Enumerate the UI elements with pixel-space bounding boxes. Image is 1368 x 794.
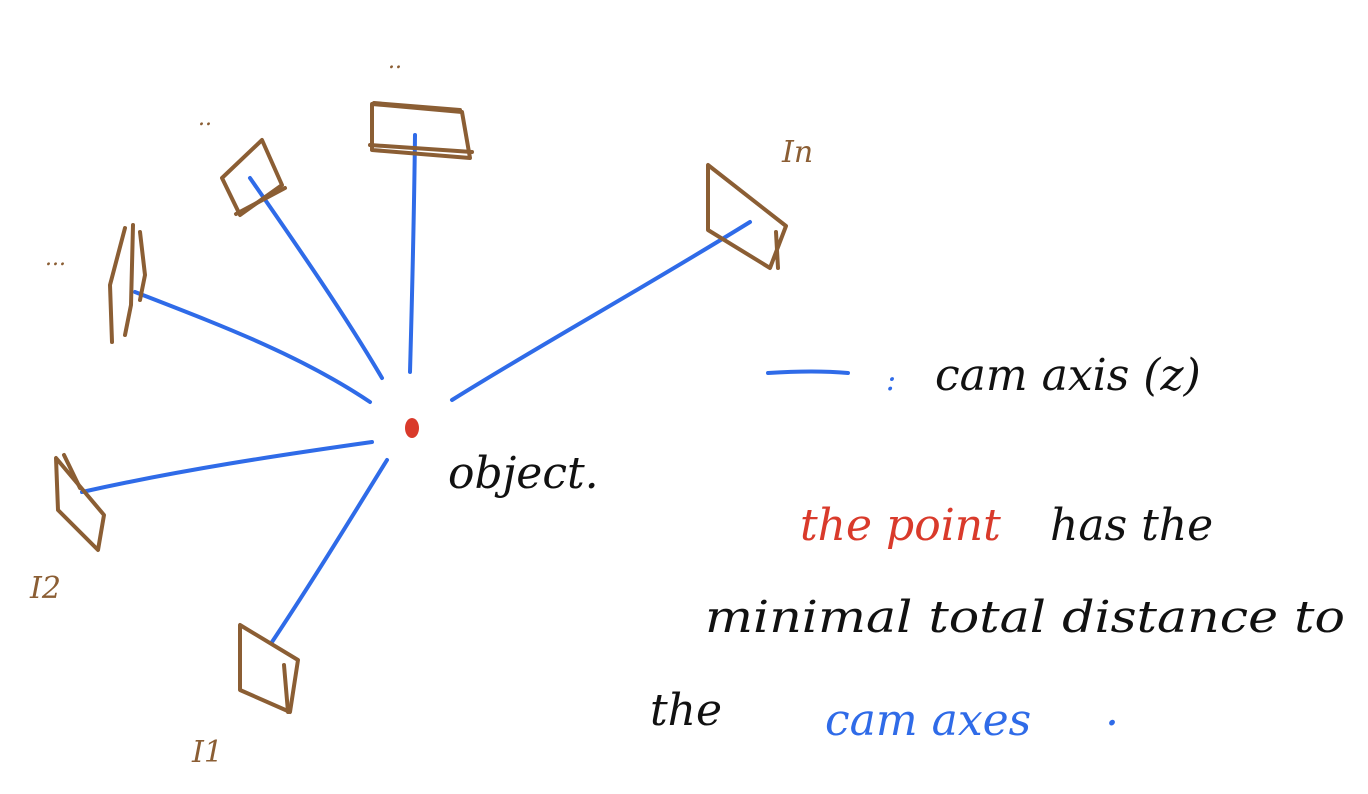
cameras bbox=[54, 101, 788, 714]
object-point bbox=[405, 418, 419, 438]
camera-upper-left bbox=[220, 138, 287, 217]
legend: : cam axis (z) bbox=[766, 350, 1201, 401]
camera-left-label: ... bbox=[45, 246, 66, 271]
axis-line-left bbox=[133, 290, 372, 404]
axis-line-upper-left bbox=[248, 176, 384, 380]
caption-line3-start: the bbox=[650, 685, 722, 736]
caption-line1-red: the point bbox=[800, 500, 1001, 551]
camera-top bbox=[368, 101, 474, 160]
caption-line2: minimal total distance to bbox=[705, 592, 1345, 643]
camera-left-lower-label: I2 bbox=[29, 571, 61, 606]
axis-line-right bbox=[450, 220, 752, 402]
caption-line3-end: . bbox=[1105, 685, 1119, 736]
camera-bottom bbox=[238, 623, 300, 714]
camera-upper-left-label: .. bbox=[198, 106, 212, 131]
axis-line-top bbox=[408, 133, 417, 374]
camera-right bbox=[706, 163, 788, 270]
camera-axes bbox=[80, 133, 752, 644]
camera-left bbox=[108, 223, 147, 344]
caption: the point has the minimal total distance… bbox=[650, 500, 1345, 746]
caption-line1-rest: has the bbox=[1050, 500, 1213, 551]
camera-right-label: In bbox=[781, 135, 813, 170]
axis-line-bottom bbox=[270, 458, 389, 644]
camera-left-lower bbox=[54, 453, 106, 552]
legend-axis-swatch bbox=[766, 369, 850, 375]
object-label: object. bbox=[448, 448, 599, 499]
camera-bottom-label: I1 bbox=[191, 735, 223, 770]
caption-line3-blue: cam axes bbox=[825, 695, 1031, 746]
legend-text: cam axis (z) bbox=[935, 350, 1201, 401]
camera-top-label: .. bbox=[388, 49, 402, 74]
legend-colon: : bbox=[886, 363, 896, 398]
axis-line-left-lower bbox=[80, 440, 374, 494]
